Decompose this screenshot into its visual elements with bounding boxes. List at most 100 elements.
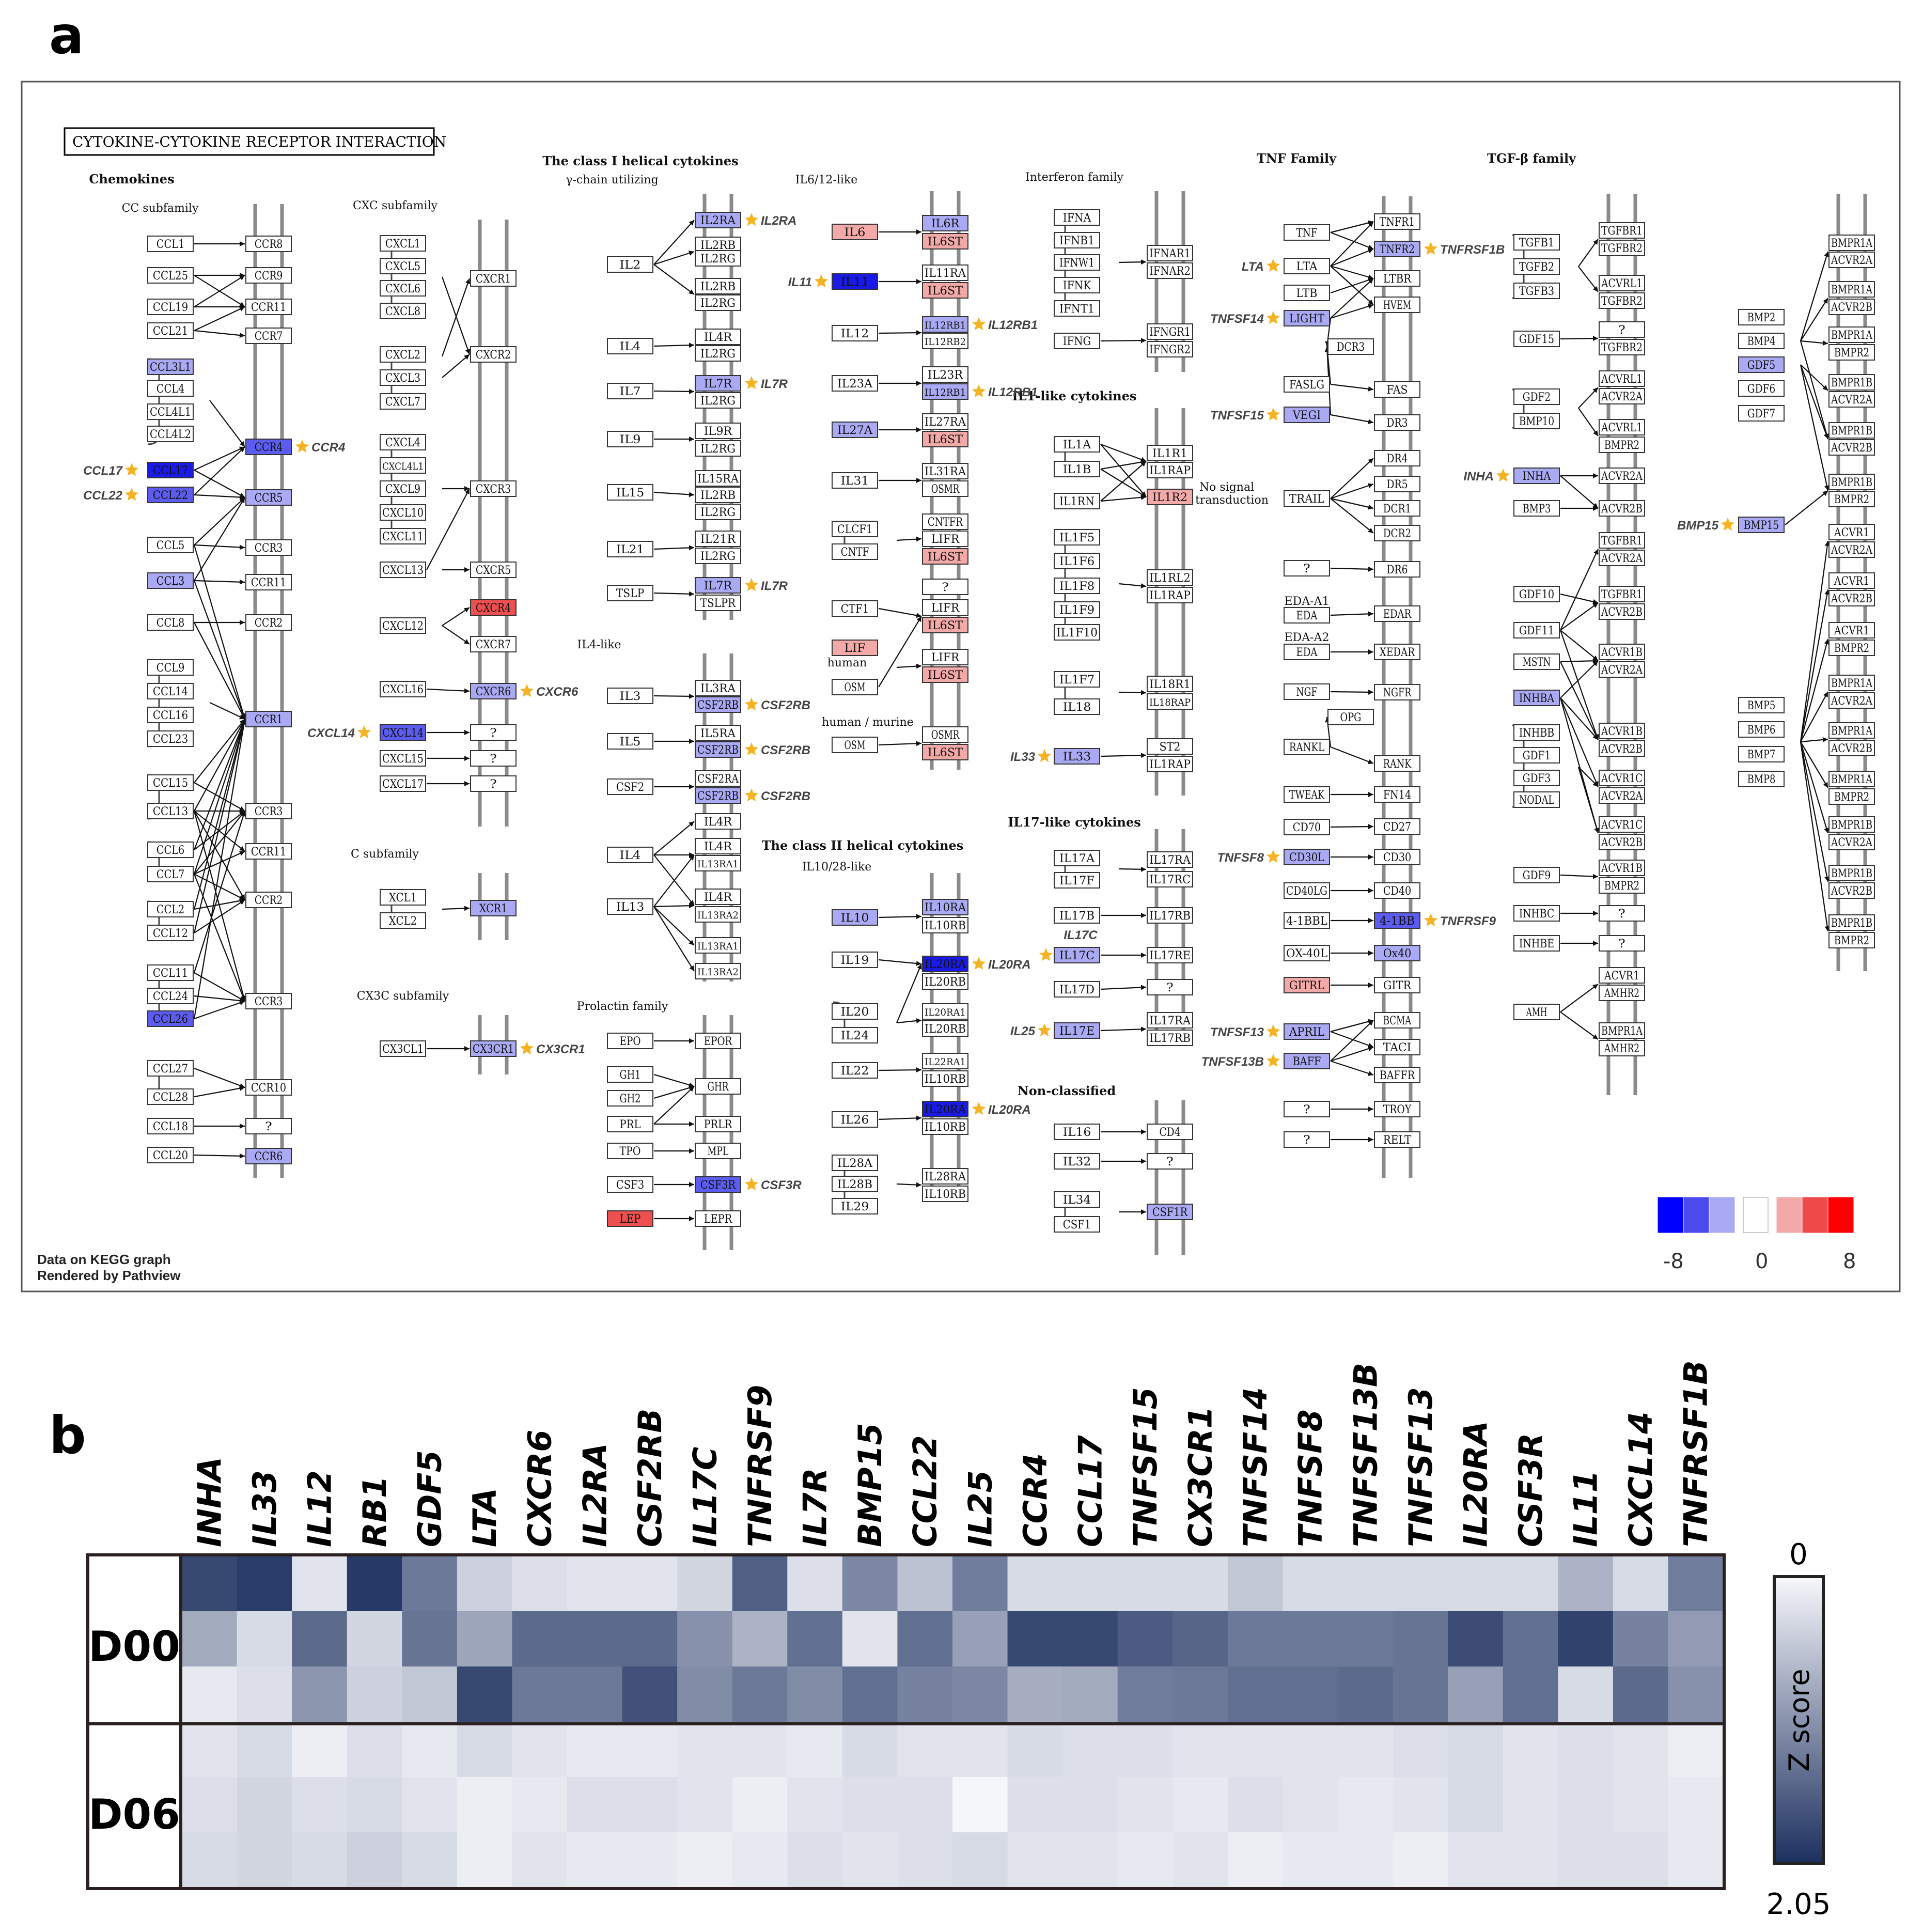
gene-node: BCMA	[1374, 1012, 1420, 1029]
gene-node-box	[380, 393, 426, 410]
gene-node-box	[922, 282, 968, 299]
gene-node: IL6ST	[922, 548, 968, 565]
interaction-arrow	[1800, 364, 1828, 391]
gene-node: BMPR1A	[1828, 281, 1875, 298]
gene-node-box	[1828, 740, 1875, 756]
heatmap-cell	[1503, 1666, 1558, 1722]
gene-node-label: CXCL6	[385, 283, 420, 295]
gene-node: XCR1	[470, 900, 517, 916]
gene-node: IFNB1	[1054, 232, 1100, 248]
gene-node-label: CD40	[1383, 885, 1412, 898]
star-gene-label: CX3CR1	[536, 1042, 585, 1056]
highlight-star: CX3CR1	[520, 1041, 585, 1056]
legend-swatch	[1743, 1197, 1769, 1233]
interaction-arrow	[193, 811, 246, 1002]
gene-node-box	[1284, 977, 1330, 993]
gene-node-box	[147, 462, 194, 478]
interaction-arrow	[1330, 277, 1374, 294]
gene-node-label: IL1RL2	[1149, 572, 1191, 585]
gene-node: IL2RG	[695, 504, 741, 520]
heatmap-gene-label: BMP15	[851, 1423, 889, 1547]
interaction-arrow	[194, 811, 245, 875]
gene-node-label: CSF2	[616, 781, 645, 794]
gene-node-label: IFNW1	[1059, 257, 1095, 270]
gene-node-label: TACI	[1383, 1041, 1412, 1054]
star-gene-label: IL7R	[761, 377, 788, 391]
gene-node-label: IL13RA1	[697, 941, 739, 952]
gene-node: CXCL16	[380, 681, 426, 697]
heatmap-cell	[952, 1722, 1008, 1778]
star-icon	[972, 1102, 986, 1115]
heatmap-cell	[402, 1666, 458, 1722]
gene-node-label: BMPR2	[1834, 642, 1869, 655]
gene-node-box	[1599, 603, 1645, 620]
gene-node: CSF2	[607, 778, 653, 795]
gene-node-label: GDF10	[1519, 588, 1554, 601]
gene-node-label: CLCF1	[837, 523, 872, 536]
heatmap-cell	[1668, 1722, 1724, 1778]
gene-node-box	[147, 359, 194, 375]
gene-node: IFNGR1	[1147, 323, 1193, 340]
heatmap-cell	[347, 1611, 402, 1667]
gene-node: GH1	[607, 1066, 653, 1083]
gene-node-box	[1828, 882, 1875, 899]
gene-node-label: CCL4L2	[150, 428, 191, 441]
gene-node-box	[607, 1176, 653, 1193]
gene-node: IL17A	[1054, 850, 1100, 866]
gene-node: BMPR1B	[1828, 865, 1875, 881]
gene-node-label: CXCL3	[385, 372, 420, 385]
gene-node-label: IL10RB	[925, 1121, 966, 1134]
gene-node-label: FN14	[1383, 789, 1412, 802]
gene-node: CD40LG	[1284, 882, 1330, 899]
heatmap-cell	[1448, 1777, 1504, 1833]
gene-node: RELT	[1374, 1131, 1420, 1148]
gene-node-label: CCR3	[255, 805, 283, 818]
gene-node-box	[470, 270, 517, 287]
gene-node-label: IL4	[620, 340, 641, 353]
gene-node: IL1B	[1054, 461, 1100, 477]
heatmap-cell	[787, 1777, 843, 1833]
heatmap-cell	[1283, 1777, 1338, 1833]
gene-node: IL33	[1054, 748, 1100, 765]
gene-node: IL10	[832, 909, 878, 926]
gene-node-label: CXCR3	[476, 483, 511, 496]
gene-node-label: ACVR1	[1834, 526, 1869, 539]
gene-node: IL13RA2	[695, 906, 741, 923]
gene-node-label: Ox40	[1383, 947, 1412, 960]
gene-node-box	[832, 679, 878, 695]
family-label: CXC subfamily	[353, 199, 438, 212]
gene-node-box	[245, 803, 292, 819]
heatmap-cell	[1062, 1832, 1118, 1888]
gene-node: BMP4	[1738, 333, 1785, 349]
gene-node: IL13RA2	[695, 963, 741, 979]
gene-node-box	[1147, 1124, 1193, 1140]
gene-node-label: CCL25	[153, 270, 188, 283]
legend-swatch	[1776, 1197, 1802, 1233]
gene-node-label: ACVR2A	[1831, 254, 1873, 267]
gene-node-label: ACVR2A	[1601, 552, 1643, 565]
interaction-arrow	[194, 497, 245, 546]
legend-swatch	[1709, 1197, 1735, 1233]
gene-node-label: IL19	[841, 954, 869, 967]
gene-node-label: CCR11	[251, 301, 286, 314]
gene-node: RANKL	[1284, 739, 1330, 755]
gene-node: IL2RG	[695, 345, 741, 362]
gene-node-box	[1599, 935, 1645, 952]
gene-node-box	[1054, 333, 1100, 349]
gene-node-label: ACVRL1	[1601, 422, 1643, 434]
gene-node-box	[245, 843, 292, 860]
gene-node: CLCF1	[832, 521, 878, 537]
gene-node: IL18RAP	[1147, 693, 1193, 710]
gene-node: IL10RB	[922, 1118, 968, 1135]
gene-node-box	[245, 1118, 292, 1134]
interaction-arrow	[194, 1085, 245, 1098]
gene-node-label: INHA	[1523, 470, 1552, 483]
heatmap-cell	[1007, 1611, 1063, 1667]
heatmap-cell	[1007, 1556, 1063, 1612]
gene-node-box	[380, 504, 426, 521]
heatmap-gene-label: CCL17	[1071, 1435, 1109, 1547]
gene-node: DR5	[1374, 476, 1420, 492]
gene-node-label: ?	[1166, 981, 1174, 994]
heatmap-cell	[952, 1556, 1008, 1612]
heatmap-cell	[292, 1556, 348, 1612]
